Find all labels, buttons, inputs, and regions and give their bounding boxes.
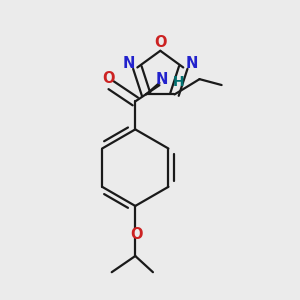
Text: N: N: [156, 72, 168, 87]
Text: H: H: [173, 75, 184, 89]
Text: O: O: [154, 35, 167, 50]
Text: O: O: [130, 227, 142, 242]
Text: N: N: [123, 56, 135, 71]
Text: O: O: [103, 71, 115, 86]
Text: N: N: [185, 56, 198, 71]
